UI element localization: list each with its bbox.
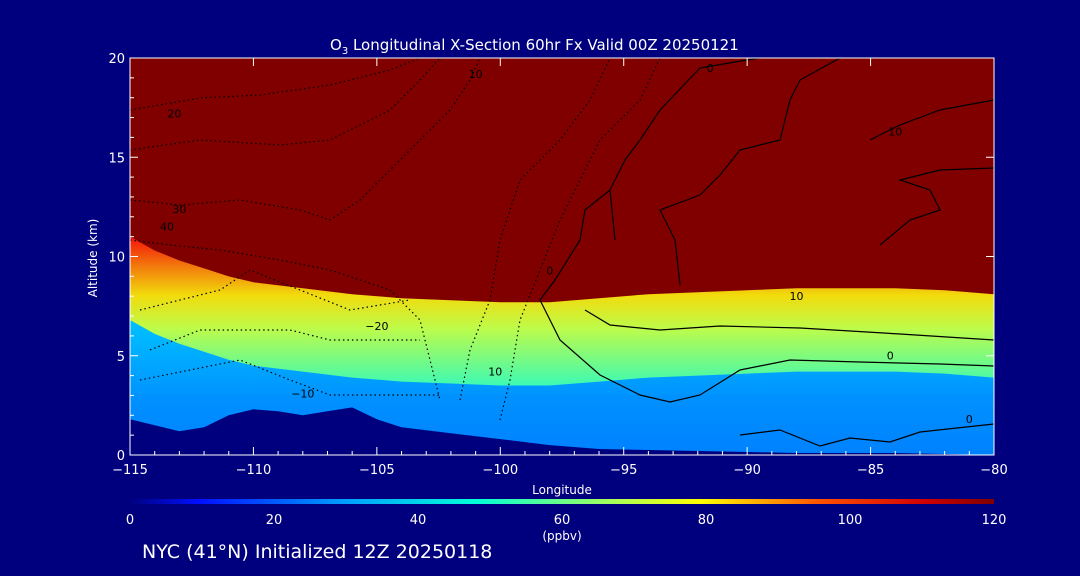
contour-lines — [130, 58, 994, 447]
contour-label: 0 — [546, 264, 553, 277]
contour-solid-10c — [879, 167, 994, 246]
contour-label: 40 — [160, 221, 174, 234]
colorbar-tick-label: 80 — [698, 513, 715, 528]
contour-label: 0 — [887, 350, 894, 363]
contour-dotted-i — [139, 269, 411, 311]
plot-area: 0 10 10 20 30 40 0 10 −20 0 10 −10 0 — [130, 58, 994, 455]
terrain-mask — [130, 407, 994, 455]
y-axis-label: Altitude (km) — [86, 219, 100, 298]
contour-label: 30 — [172, 203, 186, 216]
contour-dotted-g — [149, 329, 420, 351]
x-tick-label: −95 — [610, 463, 637, 478]
contour-label: 10 — [469, 68, 483, 81]
contour-label: 10 — [790, 290, 804, 303]
x-axis-label: Longitude — [532, 483, 592, 497]
contour-solid-10 — [659, 58, 841, 286]
colorbar-tick-label: 40 — [410, 513, 427, 528]
tropopause-gradient-band — [130, 234, 994, 386]
contour-label: −20 — [365, 320, 388, 333]
contour-dotted-h — [139, 359, 440, 396]
x-tick-label: −105 — [359, 463, 395, 478]
y-tick-label: 15 — [108, 151, 125, 166]
x-tick-label: −115 — [112, 463, 148, 478]
x-axis: −115 −110 −105 −100 −95 −90 −85 −80 — [112, 58, 1008, 478]
colorbar-tick-label: 60 — [554, 513, 571, 528]
contour-label: 10 — [888, 125, 902, 138]
stratosphere-region — [130, 58, 994, 303]
x-tick-label: −100 — [482, 463, 518, 478]
colorbar-units: (ppbv) — [542, 529, 581, 543]
contour-label: −10 — [291, 387, 314, 400]
contour-solid-0-upper — [609, 58, 761, 241]
y-tick-label: 20 — [108, 52, 125, 67]
contour-solid-0-lower — [539, 189, 611, 301]
chart-title: O3 Longitudinal X-Section 60hr Fx Valid … — [330, 36, 739, 57]
x-tick-label: −85 — [857, 463, 884, 478]
colorbar-tick-label: 100 — [838, 513, 863, 528]
contour-label: 0 — [707, 62, 714, 75]
footer-caption: NYC (41°N) Initialized 12Z 20250118 — [142, 541, 493, 563]
colorbar-tick-label: 20 — [266, 513, 283, 528]
colorbar — [130, 499, 994, 504]
y-axis: 0 5 10 15 20 — [108, 52, 994, 464]
colorbar-tick-label: 0 — [126, 513, 134, 528]
contour-solid-tropo — [539, 299, 994, 403]
contour-dotted-b — [130, 58, 441, 151]
y-tick-label: 0 — [117, 449, 125, 464]
x-tick-label: −110 — [236, 463, 272, 478]
contour-dotted-e — [459, 58, 611, 401]
colorbar-tick-label: 120 — [982, 513, 1007, 528]
contour-dotted-a — [130, 58, 421, 111]
contour-labels: 0 10 10 20 30 40 0 10 −20 0 10 −10 0 — [160, 62, 973, 426]
y-tick-label: 10 — [108, 251, 125, 266]
x-tick-label: −80 — [980, 463, 1007, 478]
y-tick-label: 5 — [117, 350, 125, 365]
contour-label: 0 — [966, 413, 973, 426]
contour-solid-pbl — [739, 423, 994, 447]
contour-label: 20 — [167, 108, 181, 121]
contour-dotted-c — [130, 58, 481, 221]
contour-solid-10b — [869, 99, 994, 141]
colorbar-ticks: 0 20 40 60 80 100 120 — [126, 513, 1007, 528]
contour-label: 10 — [488, 366, 502, 379]
contour-solid-tropo2 — [584, 309, 994, 341]
x-tick-label: −90 — [733, 463, 760, 478]
